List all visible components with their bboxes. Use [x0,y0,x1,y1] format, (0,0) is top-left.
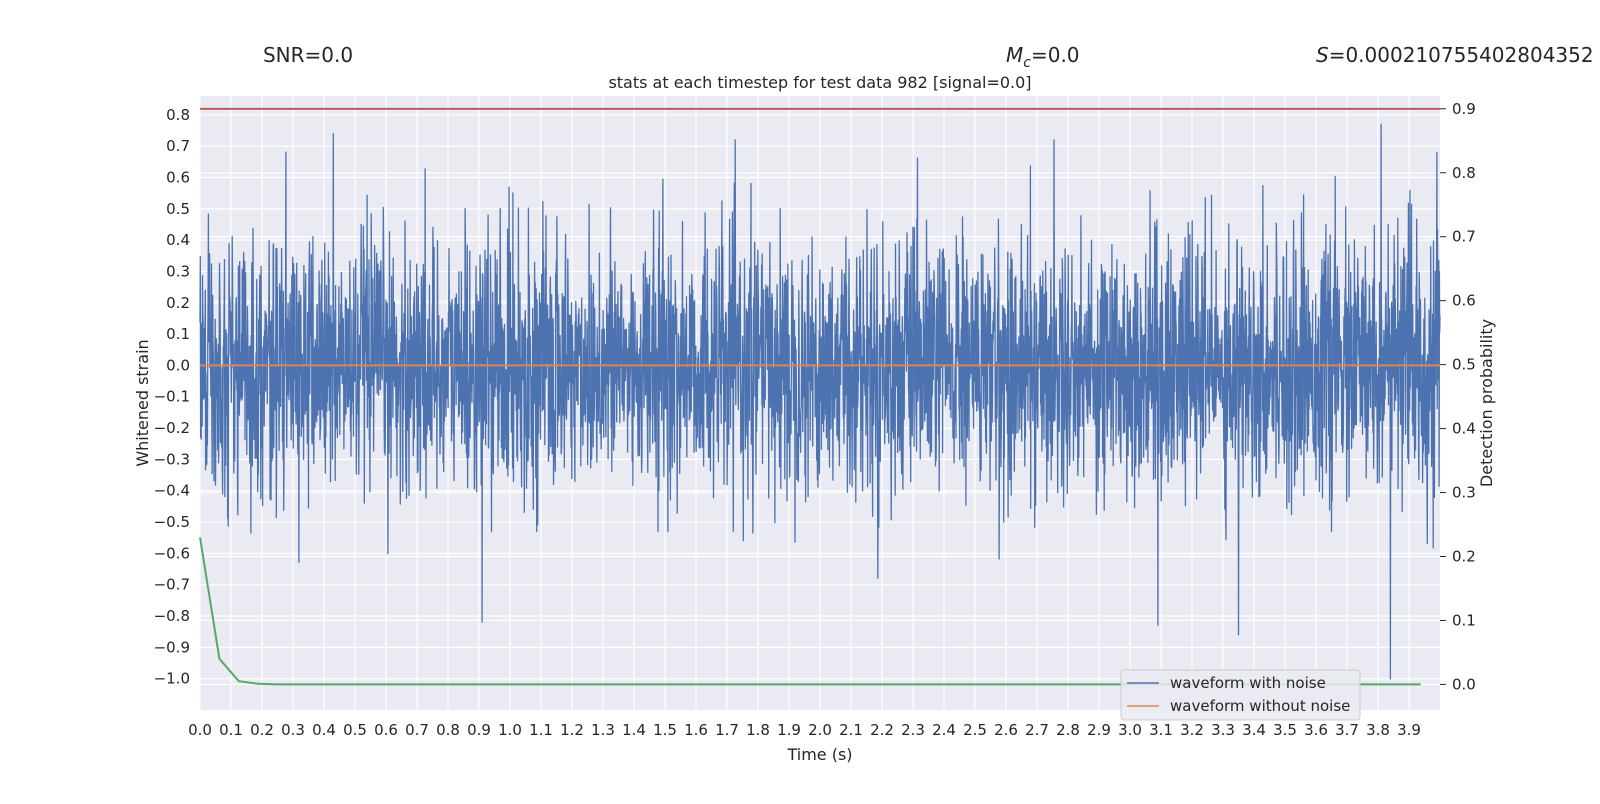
x-tick-label: 3.1 [1149,721,1173,739]
x-tick-label: 2.9 [1087,721,1111,739]
x-tick-label: 1.4 [622,721,646,739]
y-tick-label-left: −1.0 [154,670,190,688]
x-tick-label: 1.8 [746,721,770,739]
y-axis-label-right: Detection probability [1477,319,1496,487]
y-tick-label-right: 0.3 [1452,484,1476,502]
s-symbol: S [1316,43,1329,67]
y-tick-label-left: −0.3 [154,450,190,468]
series-layer [199,107,1440,686]
x-tick-label: 0.7 [405,721,429,739]
tick-layer: 0.0 0.1 0.2 0.3 0.4 0.5 0.6 0.7 0.8 0.9 1.0 1.1 1.2 1… [154,100,1476,739]
y-tick-label-right: 0.8 [1452,164,1476,182]
y-tick-label-left: −0.5 [154,513,190,531]
y-tick-label-left: −0.6 [154,544,190,562]
y-tick-label-right: 0.4 [1452,420,1476,438]
chart-title: stats at each timestep for test data 982… [608,73,1031,92]
y-tick-label-left: 0.5 [166,200,190,218]
y-tick-label-left: 0.3 [166,262,190,280]
x-tick-label: 0.9 [467,721,491,739]
y-tick-label-left: 0.4 [166,231,190,249]
x-tick-label: 1.0 [498,721,522,739]
x-tick-label: 1.5 [653,721,677,739]
x-tick-label: 0.1 [219,721,243,739]
x-tick-label: 3.5 [1273,721,1297,739]
x-tick-label: 3.7 [1335,721,1359,739]
x-tick-label: 1.7 [715,721,739,739]
mc-value: =0.0 [1031,43,1080,67]
y-tick-label-right: 0.6 [1452,292,1476,310]
y-tick-label-right: 0.5 [1452,356,1476,374]
y-tick-label-left: −0.1 [154,388,190,406]
x-tick-label: 1.2 [560,721,584,739]
y-tick-label-left: −0.4 [154,482,190,500]
x-tick-label: 2.5 [963,721,987,739]
y-tick-label-left: 0.0 [166,356,190,374]
series-line-noisy [199,123,1441,680]
x-tick-label: 1.3 [591,721,615,739]
x-tick-label: 0.0 [188,721,212,739]
x-tick-label: 0.4 [312,721,336,739]
x-tick-label: 1.6 [684,721,708,739]
x-tick-label: 3.0 [1118,721,1142,739]
y-tick-label-left: 0.1 [166,325,190,343]
legend-label-noisy: waveform with noise [1170,674,1326,692]
x-tick-label: 0.5 [343,721,367,739]
x-tick-label: 1.9 [777,721,801,739]
y-tick-label-left: 0.8 [166,106,190,124]
x-tick-label: 3.8 [1366,721,1390,739]
x-tick-label: 3.9 [1397,721,1421,739]
y-tick-label-left: −0.2 [154,419,190,437]
x-tick-label: 0.3 [281,721,305,739]
x-tick-label: 2.1 [839,721,863,739]
y-tick-label-right: 0.9 [1452,100,1476,118]
y-axis-label-left: Whitened strain [133,339,152,466]
s-value: =0.000210755402804352 [1329,43,1594,67]
x-tick-label: 3.3 [1211,721,1235,739]
x-tick-label: 2.3 [901,721,925,739]
y-tick-label-right: 0.0 [1452,675,1476,693]
x-tick-label: 0.6 [374,721,398,739]
legend-label-clean: waveform without noise [1170,697,1350,715]
y-tick-label-left: −0.9 [154,638,190,656]
y-tick-label-right: 0.7 [1452,228,1476,246]
x-tick-label: 2.7 [1025,721,1049,739]
x-tick-label: 3.6 [1304,721,1328,739]
y-tick-label-right: 0.2 [1452,548,1476,566]
x-tick-label: 0.2 [250,721,274,739]
x-axis-label: Time (s) [786,745,852,764]
x-tick-label: 2.8 [1056,721,1080,739]
y-tick-label-right: 0.1 [1452,611,1476,629]
y-tick-label-left: 0.2 [166,294,190,312]
mc-label: Mc=0.0 [1006,43,1080,71]
y-tick-label-left: 0.6 [166,168,190,186]
legend: waveform with noise waveform without noi… [1120,669,1361,721]
y-tick-label-left: 0.7 [166,137,190,155]
noise-series-layer [199,123,1441,680]
y-tick-label-left: −0.8 [154,607,190,625]
s-label: S=0.000210755402804352 [1316,43,1594,67]
x-tick-label: 3.4 [1242,721,1266,739]
snr-label: SNR=0.0 [263,43,353,67]
x-tick-label: 2.0 [808,721,832,739]
mc-subscript: c [1023,55,1031,71]
x-tick-label: 0.8 [436,721,460,739]
x-tick-label: 2.6 [994,721,1018,739]
x-tick-label: 1.1 [529,721,553,739]
x-tick-label: 2.2 [870,721,894,739]
series-line-probability [199,537,1421,686]
x-tick-label: 3.2 [1180,721,1204,739]
y-tick-label-left: −0.7 [154,576,190,594]
x-tick-label: 2.4 [932,721,956,739]
mc-symbol: M [1006,43,1023,67]
legend-box [1120,669,1361,721]
